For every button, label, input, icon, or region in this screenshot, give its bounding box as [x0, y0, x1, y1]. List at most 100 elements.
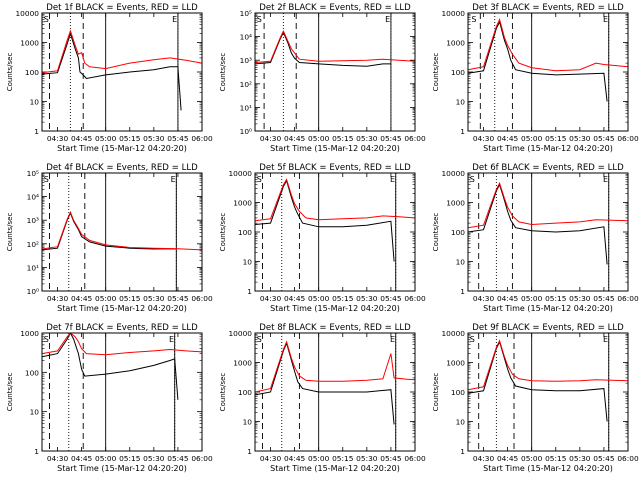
series-line-lld [42, 333, 202, 356]
y-tick-label: 1000 [20, 329, 39, 338]
plot-frame [254, 12, 416, 132]
x-axis-label: Start Time (15-Mar-12 04:20:20) [483, 304, 613, 313]
y-tick-label: 10² [27, 240, 39, 249]
x-tick-label: 05:30 [356, 134, 378, 143]
x-tick-label: 04:45 [497, 454, 519, 463]
x-tick-label: 04:30 [47, 294, 69, 303]
marker-letter: S [257, 335, 262, 344]
y-tick-label: 10 [30, 98, 40, 107]
x-tick-label: 05:00 [95, 134, 117, 143]
y-tick-label: 10⁵ [27, 169, 39, 178]
x-tick-label: 05:00 [308, 134, 330, 143]
x-tick-label: 04:45 [71, 454, 93, 463]
marker-letter: S [44, 335, 49, 344]
x-tick-label: 05:15 [119, 134, 141, 143]
y-tick-label: 1000 [20, 39, 39, 48]
marker-letter: E [385, 15, 390, 24]
panel-title: Det 1f BLACK = Events, RED = LLD [46, 3, 198, 13]
x-tick-label: 05:30 [143, 294, 165, 303]
detector-panel: Det 3f BLACK = Events, RED = LLD Counts/s… [432, 3, 639, 153]
y-tick-label: 100 [451, 68, 465, 77]
x-tick-label: 05:45 [167, 294, 189, 303]
x-tick-label: 05:15 [545, 134, 567, 143]
series-line-events [468, 183, 608, 265]
x-axis-label: Start Time (15-Mar-12 04:20:20) [270, 144, 400, 153]
series-line-lld [42, 210, 202, 251]
x-tick-label: 05:45 [380, 294, 402, 303]
series-line-lld [468, 18, 628, 72]
y-tick-label: 10¹ [27, 263, 39, 272]
x-tick-label: 05:00 [521, 134, 543, 143]
x-tick-label: 05:15 [332, 294, 354, 303]
detector-panel: Det 1f BLACK = Events, RED = LLD Counts/s… [6, 3, 213, 153]
marker-letter: S [470, 175, 475, 184]
panel-title: Det 7f BLACK = Events, RED = LLD [46, 323, 198, 333]
marker-letter: E [169, 335, 174, 344]
x-tick-label: 06:00 [404, 294, 426, 303]
x-tick-label: 06:00 [617, 294, 639, 303]
plot-frame [467, 332, 629, 452]
x-tick-label: 05:30 [356, 454, 378, 463]
y-tick-label: 1 [460, 447, 465, 456]
x-tick-label: 05:30 [569, 454, 591, 463]
x-tick-label: 04:45 [497, 134, 519, 143]
y-tick-label: 1 [247, 287, 252, 296]
x-tick-label: 04:30 [473, 294, 495, 303]
marker-letter: E [171, 175, 176, 184]
panel-title: Det 3f BLACK = Events, RED = LLD [472, 3, 624, 13]
y-tick-label: 10 [243, 418, 253, 427]
y-tick-label: 100 [238, 388, 252, 397]
y-tick-label: 10000 [441, 169, 465, 178]
x-tick-label: 05:30 [143, 134, 165, 143]
marker-letter: S [470, 335, 475, 344]
x-tick-label: 05:45 [593, 294, 615, 303]
x-tick-label: 05:15 [545, 294, 567, 303]
x-tick-label: 05:00 [95, 294, 117, 303]
y-tick-label: 1 [247, 447, 252, 456]
y-tick-label: 10⁰ [27, 287, 39, 296]
marker-letter: E [603, 335, 608, 344]
y-tick-label: 10² [240, 80, 252, 89]
x-tick-label: 04:45 [71, 134, 93, 143]
x-tick-label: 04:45 [284, 294, 306, 303]
y-tick-label: 10⁰ [240, 127, 252, 136]
y-tick-label: 1000 [233, 199, 252, 208]
x-tick-label: 04:30 [47, 134, 69, 143]
plot-frame [254, 332, 416, 452]
x-tick-label: 05:45 [593, 454, 615, 463]
x-tick-label: 05:00 [95, 454, 117, 463]
y-axis-label: Counts/sec [6, 213, 14, 252]
detector-panel: Det 5f BLACK = Events, RED = LLD Counts/s… [219, 163, 426, 313]
x-tick-label: 05:30 [143, 454, 165, 463]
y-tick-label: 1000 [233, 359, 252, 368]
y-tick-label: 10³ [240, 56, 252, 65]
x-tick-label: 05:45 [380, 454, 402, 463]
y-axis-label: Counts/sec [432, 373, 440, 412]
panel-title: Det 8f BLACK = Events, RED = LLD [259, 323, 411, 333]
panel-title: Det 5f BLACK = Events, RED = LLD [259, 163, 411, 173]
series-line-lld [468, 339, 628, 391]
x-tick-label: 06:00 [617, 454, 639, 463]
y-tick-label: 100 [451, 388, 465, 397]
x-tick-label: 04:30 [47, 454, 69, 463]
detector-panel: Det 6f BLACK = Events, RED = LLD Counts/s… [432, 163, 639, 313]
plot-frame [467, 172, 629, 292]
y-axis-label: Counts/sec [432, 53, 440, 92]
y-axis-label: Counts/sec [219, 213, 227, 252]
x-axis-label: Start Time (15-Mar-12 04:20:20) [270, 464, 400, 473]
y-tick-label: 10000 [228, 169, 252, 178]
panel-title: Det 4f BLACK = Events, RED = LLD [46, 163, 198, 173]
y-tick-label: 1 [460, 287, 465, 296]
x-tick-label: 06:00 [191, 134, 213, 143]
x-tick-label: 05:30 [569, 134, 591, 143]
series-line-lld [255, 340, 415, 393]
marker-letter: S [44, 15, 49, 24]
y-axis-label: Counts/sec [432, 213, 440, 252]
y-tick-label: 10 [243, 258, 253, 267]
y-tick-label: 1 [460, 127, 465, 136]
marker-letter: S [471, 15, 476, 24]
x-tick-label: 05:30 [356, 294, 378, 303]
x-axis-label: Start Time (15-Mar-12 04:20:20) [270, 304, 400, 313]
series-line-lld [255, 30, 415, 63]
